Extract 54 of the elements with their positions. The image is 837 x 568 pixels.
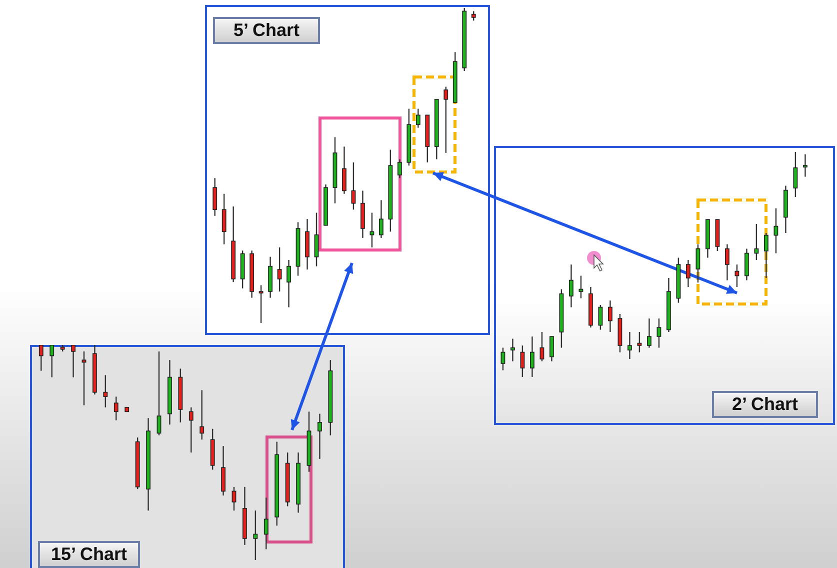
candlestick: [397, 158, 402, 179]
text: 15’ Chart: [38, 541, 140, 568]
candlestick: [656, 318, 662, 348]
candlestick: [342, 146, 346, 194]
candlestick: [222, 193, 226, 245]
candlestick: [734, 264, 740, 288]
candlestick: [637, 331, 642, 353]
candlestick: [253, 510, 258, 560]
candlestick: [370, 212, 374, 248]
candlestick: [550, 336, 554, 362]
candlestick: [510, 338, 515, 362]
candlestick: [258, 284, 264, 323]
candlestick: [647, 318, 652, 348]
candlestick: [598, 304, 603, 330]
candlestick: [188, 406, 194, 454]
candlestick: [764, 232, 768, 279]
text: 2’ Chart: [712, 391, 818, 418]
candlestick: [286, 259, 291, 308]
candlestick: [416, 108, 420, 128]
candlestick: [200, 390, 204, 440]
candlestick: [540, 331, 544, 362]
candlestick: [628, 331, 632, 360]
candlestick: [520, 344, 525, 377]
candlestick: [744, 248, 749, 281]
candlestick: [725, 244, 730, 281]
candlestick: [378, 200, 384, 239]
candlestick: [803, 154, 808, 178]
candlestick: [38, 345, 44, 372]
candlestick: [608, 300, 612, 333]
candlestick: [114, 396, 118, 421]
candlestick: [277, 246, 282, 292]
candlestick: [471, 10, 476, 22]
candlestick: [686, 259, 690, 288]
candlestick: [530, 336, 534, 377]
candlestick: [82, 350, 86, 406]
candlestick: [774, 208, 778, 254]
candlestick: [232, 486, 236, 512]
candlestick: [696, 244, 700, 284]
candlestick: [71, 345, 76, 378]
candlestick: [212, 178, 218, 216]
candlestick: [500, 347, 506, 371]
candlestick: [156, 350, 162, 436]
candlestick: [103, 374, 108, 408]
text: 5’ Chart: [213, 17, 320, 44]
candlestick: [793, 152, 798, 198]
candlestick: [50, 345, 54, 378]
candlestick: [221, 445, 226, 496]
candlestick: [578, 275, 584, 299]
candlestick: [444, 86, 448, 154]
candlestick: [314, 212, 319, 267]
candlestick: [569, 264, 574, 308]
candlestick: [264, 497, 268, 550]
candlestick: [754, 223, 759, 261]
candlestick: [318, 413, 322, 460]
